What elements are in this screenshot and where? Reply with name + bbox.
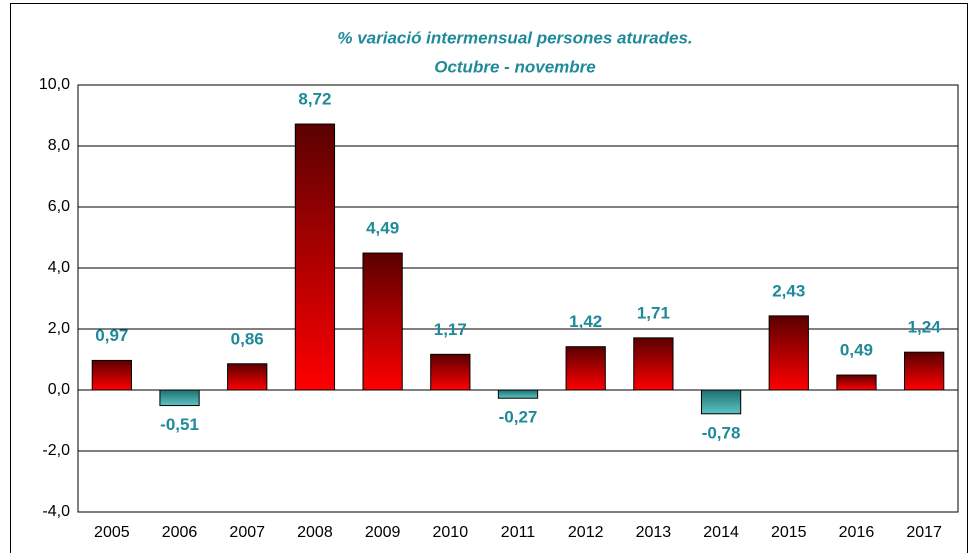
data-label: 1,42	[569, 312, 602, 331]
bar	[91, 359, 132, 391]
x-tick-label: 2010	[433, 524, 469, 541]
data-label: -0,51	[160, 415, 199, 434]
data-label: 2,43	[772, 281, 805, 300]
bar	[700, 389, 742, 415]
x-tick-label: 2011	[501, 524, 536, 541]
bar	[768, 315, 809, 391]
data-label: 8,72	[298, 90, 331, 109]
x-tick-label: 2012	[568, 524, 604, 541]
y-tick-label: 8,0	[48, 137, 70, 154]
bar	[836, 374, 877, 391]
bar	[294, 123, 336, 391]
x-tick-label: 2017	[906, 524, 942, 541]
x-tick-label: 2015	[771, 524, 807, 541]
chart-title: % variació intermensual persones aturade…	[337, 28, 692, 47]
x-tick-label: 2013	[636, 524, 672, 541]
data-label: 1,24	[908, 318, 942, 337]
data-label: 1,17	[434, 320, 467, 339]
data-label: 0,49	[840, 341, 873, 360]
bar	[633, 337, 674, 391]
data-label: 1,71	[637, 303, 670, 322]
x-tick-label: 2009	[365, 524, 401, 541]
plot-border	[77, 84, 959, 513]
y-tick-label: 2,0	[48, 320, 70, 337]
x-tick-label: 2014	[703, 524, 739, 541]
data-label: 0,97	[95, 326, 128, 345]
x-tick-label: 2007	[229, 524, 265, 541]
x-tick-label: 2005	[94, 524, 130, 541]
bar	[904, 351, 945, 391]
data-label: 4,49	[366, 219, 399, 238]
bar	[159, 389, 200, 407]
y-tick-label: 10,0	[39, 76, 70, 93]
y-tick-label: 6,0	[48, 198, 70, 215]
chart-frame	[10, 3, 968, 553]
x-tick-label: 2006	[162, 524, 198, 541]
bar	[565, 346, 606, 391]
x-tick-label: 2008	[297, 524, 333, 541]
bar	[362, 252, 403, 391]
x-tick-label: 2016	[839, 524, 875, 541]
bar	[227, 363, 268, 391]
data-label: 0,86	[231, 329, 264, 348]
y-tick-label: 0,0	[48, 381, 70, 398]
bar	[497, 389, 539, 399]
y-tick-label: -4,0	[42, 503, 70, 520]
data-label: -0,78	[702, 423, 741, 442]
chart-subtitle: Octubre - novembre	[434, 57, 596, 76]
data-label: -0,27	[499, 408, 538, 427]
y-tick-label: 4,0	[48, 259, 70, 276]
y-tick-label: -2,0	[42, 442, 70, 459]
bar	[430, 353, 471, 391]
